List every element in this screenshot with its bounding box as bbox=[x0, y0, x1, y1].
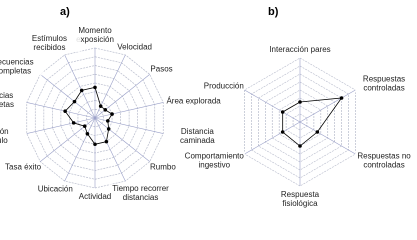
data-point bbox=[98, 104, 103, 108]
spoke bbox=[64, 54, 96, 119]
spoke bbox=[244, 121, 301, 155]
spoke bbox=[94, 117, 150, 162]
data-point bbox=[72, 99, 77, 104]
spoke bbox=[26, 117, 96, 134]
spoke bbox=[40, 74, 96, 119]
axis-label: Secuencias incompletas bbox=[0, 90, 24, 109]
data-point bbox=[79, 88, 84, 93]
axis-label: Respuestas controladas bbox=[354, 74, 414, 93]
panel-label: b) bbox=[268, 6, 279, 18]
data-point bbox=[71, 121, 76, 125]
axis-label: Tiempo recorrer distancias bbox=[109, 183, 172, 202]
axis-label: Tasa éxito bbox=[5, 162, 42, 172]
data-point bbox=[82, 124, 87, 128]
axis-label: Ubicación bbox=[37, 184, 73, 194]
data-point bbox=[298, 100, 302, 104]
axis-label: Velocidad bbox=[117, 42, 152, 52]
spoke bbox=[64, 117, 96, 182]
data-point bbox=[280, 130, 285, 134]
axis-label: Pasos bbox=[150, 64, 173, 74]
figure: Momento exposición Velocidad Pasos Área exp… bbox=[0, 6, 414, 208]
axis-label: Distancia caminada bbox=[166, 127, 229, 146]
axis-label: Rumbo bbox=[150, 162, 176, 172]
data-point bbox=[110, 112, 114, 116]
spoke bbox=[94, 102, 164, 119]
axis-label: Duración estímulo bbox=[0, 127, 24, 146]
axis-label: Secuencias completas bbox=[0, 57, 44, 76]
data-point bbox=[85, 131, 90, 136]
data-point bbox=[104, 139, 109, 144]
axis-label: Interacción pares bbox=[269, 45, 331, 54]
data-point bbox=[280, 110, 285, 114]
data-point bbox=[93, 142, 97, 147]
data-point bbox=[105, 119, 110, 123]
axis-label: Área explorada bbox=[166, 96, 221, 106]
chart bbox=[26, 47, 356, 189]
spoke bbox=[94, 117, 126, 182]
panel-label: a) bbox=[60, 6, 70, 18]
axis-label: Producción bbox=[203, 81, 244, 91]
data-point bbox=[93, 85, 97, 90]
grid-ring bbox=[26, 47, 164, 189]
spoke bbox=[26, 102, 96, 119]
data-point bbox=[339, 96, 344, 100]
axis-label: Estímulos recibidos bbox=[18, 34, 81, 53]
spoke bbox=[299, 121, 356, 155]
spoke bbox=[299, 89, 356, 123]
data-point bbox=[103, 108, 108, 112]
axis-label: Respuesta fisiológica bbox=[269, 190, 331, 208]
spoke bbox=[244, 89, 301, 123]
data-point bbox=[298, 144, 302, 148]
axis-label: Respuestas no controladas bbox=[354, 151, 414, 170]
data-point bbox=[63, 109, 67, 113]
spoke bbox=[94, 54, 126, 119]
data-point bbox=[106, 127, 111, 131]
data-point bbox=[315, 130, 320, 134]
axis-label: Comportamiento ingestivo bbox=[183, 151, 246, 170]
axis-label: Actividad bbox=[78, 192, 112, 201]
